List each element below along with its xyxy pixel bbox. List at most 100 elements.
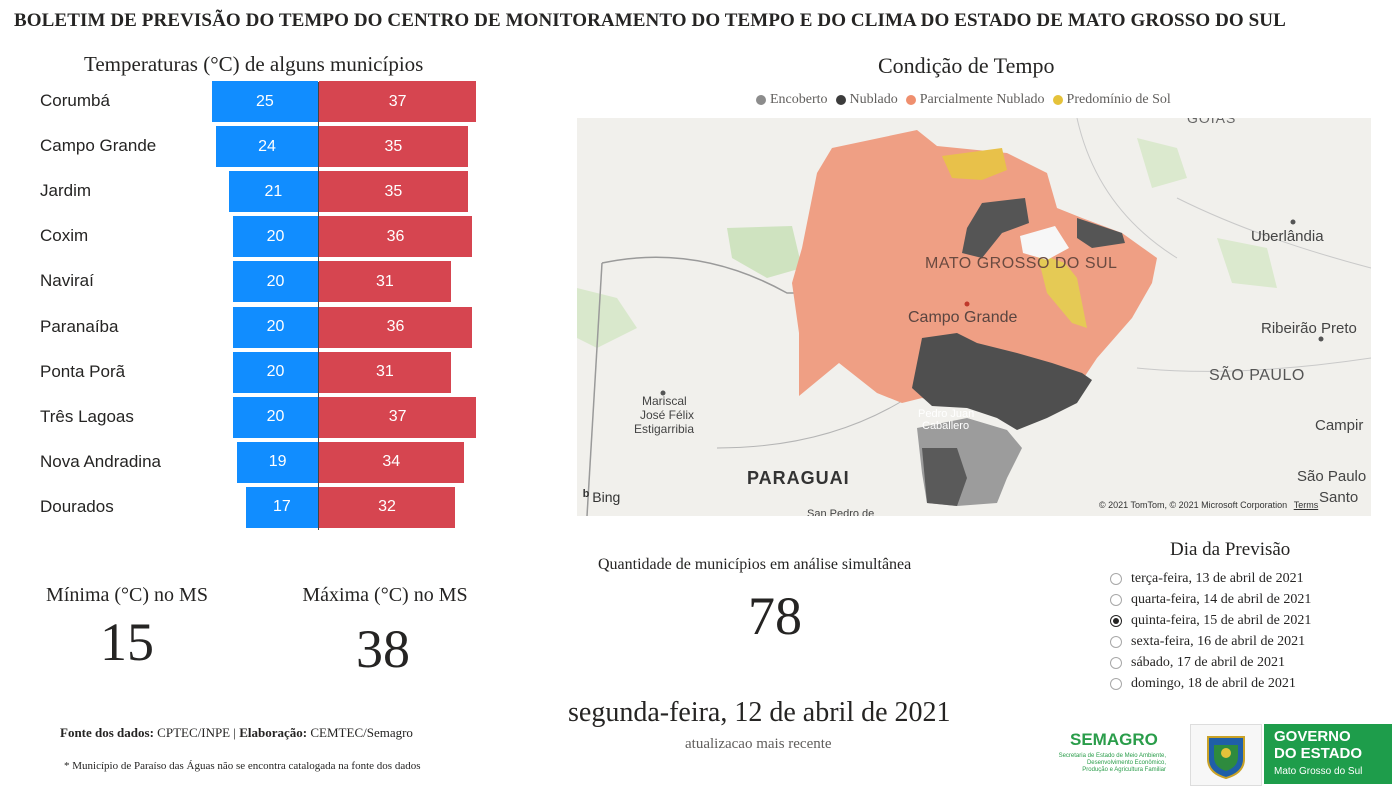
state-region-sunny xyxy=(942,148,1007,180)
gov-line: Mato Grosso do Sul xyxy=(1274,766,1363,777)
city-marker xyxy=(964,301,970,307)
forecast-day-title: Dia da Previsão xyxy=(1170,539,1291,560)
map-label-campo-grande: Campo Grande xyxy=(908,309,1018,326)
municipality-count-label: Quantidade de municípios em análise simu… xyxy=(598,556,912,573)
min-temperature-bar[interactable]: 21 xyxy=(228,171,318,213)
legend-item-parcialmente-nublado[interactable]: Parcialmente Nublado xyxy=(905,92,1045,108)
temperature-chart-title: Temperaturas (°C) de alguns municípios xyxy=(84,52,424,76)
max-temperature-label: 31 xyxy=(375,272,394,290)
forecast-day-option[interactable]: sexta-feira, 16 de abril de 2021 xyxy=(1110,634,1305,650)
terrain-patch xyxy=(1217,238,1277,288)
map-label-jose-felix: José Félix xyxy=(640,408,695,422)
semagro-subtitle-line: Secretaria de Estado de Meio Ambiente, xyxy=(1058,753,1166,759)
min-temperature-bar[interactable]: 25 xyxy=(211,81,318,122)
last-update-caption: atualizacao mais recente xyxy=(685,736,832,752)
semagro-name: SEMAGRO xyxy=(1070,730,1158,749)
max-temperature-bar[interactable]: 31 xyxy=(319,261,451,303)
max-temperature-bar[interactable]: 32 xyxy=(319,486,455,528)
max-temperature-bar[interactable]: 37 xyxy=(319,81,477,122)
radio-icon[interactable] xyxy=(1110,657,1122,669)
city-label: Paranaíba xyxy=(40,316,119,336)
terrain-patch xyxy=(577,288,637,348)
map-label-santos: Santo xyxy=(1319,489,1359,506)
city-label: Coxim xyxy=(40,226,89,246)
city-label: Ponta Porã xyxy=(40,361,126,381)
max-temperature-bar[interactable]: 36 xyxy=(319,306,472,348)
radio-icon[interactable] xyxy=(1110,678,1122,690)
semagro-logo: SEMAGRO Secretaria de Estado de Meio Amb… xyxy=(1030,730,1166,780)
radio-icon[interactable] xyxy=(1110,573,1122,585)
legend-item-encoberto[interactable]: Encoberto xyxy=(756,92,828,108)
legend-dot-icon xyxy=(1052,95,1063,105)
forecast-day-option[interactable]: domingo, 18 de abril de 2021 xyxy=(1110,676,1296,692)
min-temperature-label: 19 xyxy=(268,453,287,471)
min-temperature-bar[interactable]: 20 xyxy=(233,216,318,258)
radio-icon[interactable] xyxy=(1110,636,1122,648)
last-update-date: segunda-feira, 12 de abril de 2021 xyxy=(568,697,951,728)
max-temperature-label: 35 xyxy=(384,137,403,155)
city-label: Dourados xyxy=(40,496,114,516)
max-temperature-bar[interactable]: 36 xyxy=(319,216,472,258)
forecast-day-option-label: sexta-feira, 16 de abril de 2021 xyxy=(1131,634,1306,649)
forecast-day-option-label: terça-feira, 13 de abril de 2021 xyxy=(1131,571,1304,586)
legend-dot-icon xyxy=(835,95,846,105)
road-line xyxy=(1136,357,1371,372)
map-label-pedro-juan: Pedro Juan xyxy=(918,408,975,420)
min-temperature-bar[interactable]: 20 xyxy=(233,261,318,303)
min-temperature-bar[interactable]: 20 xyxy=(233,306,318,348)
min-temperature-label: 20 xyxy=(266,408,285,426)
max-temperature-value: 38 xyxy=(356,619,410,679)
min-temperature-label: 20 xyxy=(266,272,285,290)
map-label-mariscal: Mariscal xyxy=(642,394,687,408)
min-temperature-bar[interactable]: 17 xyxy=(245,486,318,528)
gov-line: DO ESTADO xyxy=(1274,745,1363,762)
source-label: Fonte dos dados: xyxy=(60,725,154,740)
state-region-cloudy xyxy=(962,198,1029,258)
weather-condition-map[interactable]: GOIÁS Uberlândia MATO GROSSO DO SUL Camp… xyxy=(577,118,1371,516)
min-temperature-bar[interactable]: 20 xyxy=(233,351,318,393)
max-temperature-label: 37 xyxy=(388,92,407,110)
min-temperature-label: 17 xyxy=(272,498,291,516)
legend-label: Nublado xyxy=(849,92,898,107)
radio-icon[interactable] xyxy=(1110,594,1122,606)
max-temperature-bar[interactable]: 31 xyxy=(319,351,451,393)
map-label-estigarribia: Estigarribia xyxy=(634,422,695,436)
max-temperature-bar[interactable]: 35 xyxy=(319,171,468,213)
map-label-caballero: Caballero xyxy=(922,420,970,432)
forecast-day-option[interactable]: sábado, 17 de abril de 2021 xyxy=(1110,655,1285,671)
terms-link[interactable]: Terms xyxy=(1293,500,1319,510)
road-line xyxy=(716,397,908,449)
forecast-day-option[interactable]: quarta-feira, 14 de abril de 2021 xyxy=(1110,592,1311,608)
max-temperature-bar[interactable]: 37 xyxy=(319,396,477,438)
map-label-ribeirao-preto: Ribeirão Preto xyxy=(1261,320,1357,337)
max-temperature-label: Máxima (°C) no MS xyxy=(302,584,468,606)
page-title: BOLETIM DE PREVISÃO DO TEMPO DO CENTRO D… xyxy=(14,10,1286,31)
map-label-paraguai: PARAGUAI xyxy=(747,468,850,488)
max-temperature-bar[interactable]: 34 xyxy=(319,441,464,483)
radio-selected-icon[interactable] xyxy=(1110,615,1122,627)
legend-item-predominio-de-sol[interactable]: Predomínio de Sol xyxy=(1052,92,1171,108)
max-temperature-label: 35 xyxy=(384,182,403,200)
min-temperature-label: 25 xyxy=(255,92,274,110)
min-temperature-value: 15 xyxy=(100,612,154,672)
min-temperature-bar[interactable]: 20 xyxy=(233,396,318,438)
forecast-day-option[interactable]: terça-feira, 13 de abril de 2021 xyxy=(1110,571,1304,587)
border-line xyxy=(586,262,603,516)
map-label-sao-paulo-state: SÃO PAULO xyxy=(1209,367,1305,384)
max-temperature-label: 37 xyxy=(388,408,407,426)
min-temperature-label: 21 xyxy=(264,182,283,200)
max-temperature-bar[interactable]: 35 xyxy=(319,126,468,168)
forecast-day-option[interactable]: quinta-feira, 15 de abril de 2021 xyxy=(1110,613,1311,629)
min-temperature-bar[interactable]: 24 xyxy=(216,126,318,168)
city-label: Três Lagoas xyxy=(40,406,134,426)
map-label-state: MATO GROSSO DO SUL xyxy=(925,255,1118,272)
min-temperature-bar[interactable]: 19 xyxy=(237,441,318,483)
map-label-uberlandia: Uberlândia xyxy=(1251,228,1324,245)
state-region-cloudy xyxy=(922,448,967,506)
coat-of-arms-icon xyxy=(1207,736,1245,779)
bing-icon: ᵇ xyxy=(583,488,590,505)
map-label-sao-paulo: São Paulo xyxy=(1297,468,1367,485)
min-temperature-label: 24 xyxy=(258,137,276,155)
legend-item-nublado[interactable]: Nublado xyxy=(835,92,898,108)
max-temperature-label: 32 xyxy=(378,498,396,516)
